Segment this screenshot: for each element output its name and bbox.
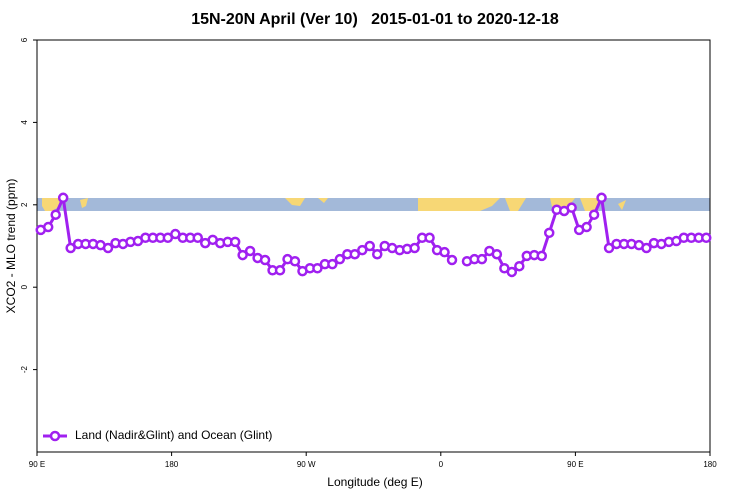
data-point [57,192,69,204]
plot-frame [36,39,711,453]
data-point [596,192,607,204]
legend-marker [49,430,61,442]
y-tick-label: 2 [20,202,29,207]
map-strip [37,198,710,211]
x-tick-label: 90 E [567,460,583,469]
data-point [259,254,271,266]
data-point [349,248,361,260]
data-point [536,250,547,262]
data-point [364,240,376,252]
y-tick-label: 6 [20,37,29,42]
data-point [229,236,241,248]
x-tick-label: 90 E [29,460,45,469]
data-point [42,221,54,233]
chart-title: 15N-20N April (Ver 10) 2015-01-01 to 202… [191,11,559,28]
ocean-band [37,198,710,211]
data-point [357,244,368,256]
data-point [641,242,652,254]
data-point [424,232,435,244]
data-point [491,248,503,260]
data-point [409,242,420,254]
data-point [274,265,286,276]
data-point [514,260,525,272]
data-point [102,242,114,254]
data-point [588,209,600,220]
data-point [192,232,204,244]
data-point [327,258,338,270]
data-point [701,232,712,244]
y-tick-label: 4 [20,120,29,125]
data-point [603,242,615,254]
y-tick-label: -2 [20,365,29,373]
data-point [312,262,323,274]
data-point [581,221,592,233]
data-point [446,254,458,266]
data-point [237,249,248,261]
land-patches [42,198,626,211]
x-tick-label: 180 [165,460,179,469]
data-point [244,245,256,257]
x-axis-label: Longitude (deg E) [327,475,422,489]
data-point [566,202,577,213]
data-point [543,227,555,239]
data-point [439,246,450,258]
x-tick-label: 180 [703,460,717,469]
x-tick-label: 0 [439,460,444,469]
data-point [289,255,301,267]
data-point [334,253,346,265]
y-axis-label: XCO2 - MLO trend (ppm) [4,179,18,314]
data-point [371,248,383,260]
data-point [65,242,76,254]
data-point [476,253,488,265]
y-tick-label: 0 [20,284,29,289]
legend-label: Land (Nadir&Glint) and Ocean (Glint) [75,428,272,442]
data-point [50,209,61,220]
x-tick-label: 90 W [297,460,316,469]
data-point [506,266,518,278]
